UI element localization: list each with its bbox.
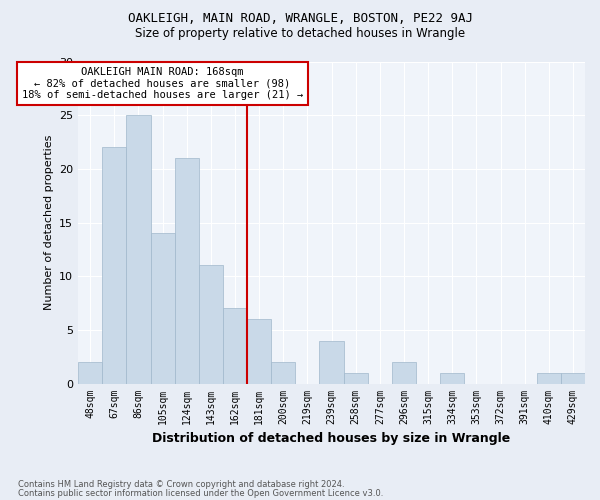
Bar (392, 362, 416, 384)
Bar (537, 373, 561, 384)
Text: Contains public sector information licensed under the Open Government Licence v3: Contains public sector information licen… (18, 489, 383, 498)
Bar (78, 362, 102, 384)
Bar (199, 266, 223, 384)
Bar (127, 115, 151, 384)
Bar (102, 148, 127, 384)
Y-axis label: Number of detached properties: Number of detached properties (44, 135, 53, 310)
Bar (319, 340, 344, 384)
X-axis label: Distribution of detached houses by size in Wrangle: Distribution of detached houses by size … (152, 432, 511, 445)
Bar (344, 373, 368, 384)
Bar (247, 319, 271, 384)
Text: Size of property relative to detached houses in Wrangle: Size of property relative to detached ho… (135, 28, 465, 40)
Bar (561, 373, 585, 384)
Bar (151, 234, 175, 384)
Text: OAKLEIGH, MAIN ROAD, WRANGLE, BOSTON, PE22 9AJ: OAKLEIGH, MAIN ROAD, WRANGLE, BOSTON, PE… (128, 12, 473, 26)
Bar (223, 308, 247, 384)
Text: OAKLEIGH MAIN ROAD: 168sqm
← 82% of detached houses are smaller (98)
18% of semi: OAKLEIGH MAIN ROAD: 168sqm ← 82% of deta… (22, 67, 303, 100)
Bar (440, 373, 464, 384)
Bar (271, 362, 295, 384)
Bar (175, 158, 199, 384)
Text: Contains HM Land Registry data © Crown copyright and database right 2024.: Contains HM Land Registry data © Crown c… (18, 480, 344, 489)
